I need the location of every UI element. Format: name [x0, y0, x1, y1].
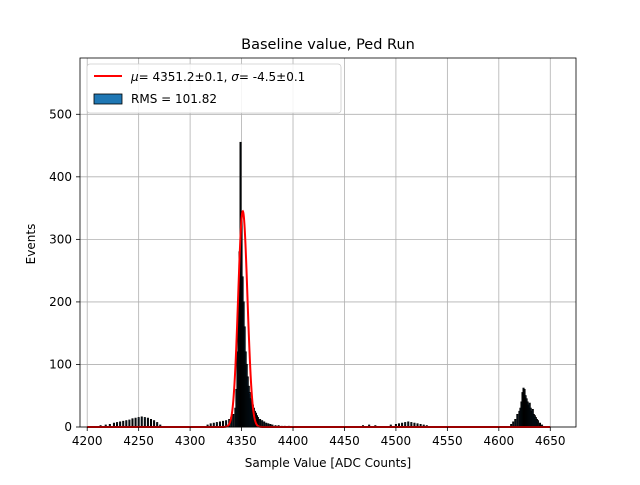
x-axis-ticks: 4200 4250 4300 4350 4400 4450 4500 4550 4600 4650	[72, 427, 566, 448]
x-tick-label: 4400	[278, 434, 309, 448]
x-tick-label: 4650	[535, 434, 566, 448]
x-tick-label: 4300	[175, 434, 206, 448]
histogram-bar	[134, 417, 137, 428]
histogram-bar	[516, 413, 519, 428]
x-tick-label: 4600	[484, 434, 515, 448]
histogram-bar	[140, 416, 143, 428]
histogram-bar	[146, 417, 149, 428]
histogram-bar	[149, 418, 153, 428]
histogram-bar	[143, 417, 146, 428]
x-axis-label: Sample Value [ADC Counts]	[245, 456, 411, 470]
x-tick-label: 4550	[432, 434, 463, 448]
y-axis-ticks: 0 100 200 300 400 500	[49, 107, 80, 434]
legend-sigma-symbol: σ	[231, 70, 239, 84]
histogram-bars	[99, 141, 544, 428]
histogram-bar	[131, 418, 134, 428]
y-tick-label: 300	[49, 232, 72, 246]
chart-title: Baseline value, Ped Run	[241, 37, 415, 53]
histogram-bar	[232, 413, 235, 428]
y-tick-label: 0	[64, 420, 72, 434]
plot-frame	[79, 57, 577, 428]
legend-hist-patch	[93, 93, 123, 105]
legend-fit-text: = 4351.2±0.1,	[139, 70, 232, 84]
histogram-bar	[128, 419, 131, 428]
legend-sigma-value: = -4.5±0.1	[239, 70, 305, 84]
y-axis-label: Events	[24, 224, 38, 265]
legend-box	[86, 63, 342, 114]
x-tick-label: 4500	[381, 434, 412, 448]
histogram-bar	[137, 417, 140, 428]
y-tick-label: 500	[49, 107, 72, 121]
histogram-bar	[514, 418, 517, 428]
y-tick-label: 400	[49, 170, 72, 184]
y-tick-label: 100	[49, 357, 72, 371]
legend-mu-symbol: μ	[130, 70, 139, 84]
legend-hist-label: RMS = 101.82	[131, 92, 217, 106]
y-tick-label: 200	[49, 295, 72, 309]
x-tick-label: 4250	[123, 434, 154, 448]
legend: μ= 4351.2±0.1, σ= -4.5±0.1 RMS = 101.82	[86, 63, 342, 114]
x-tick-label: 4450	[329, 434, 360, 448]
x-tick-label: 4200	[72, 434, 103, 448]
x-tick-label: 4350	[226, 434, 257, 448]
legend-fit-label: μ= 4351.2±0.1, σ= -4.5±0.1	[130, 70, 305, 84]
